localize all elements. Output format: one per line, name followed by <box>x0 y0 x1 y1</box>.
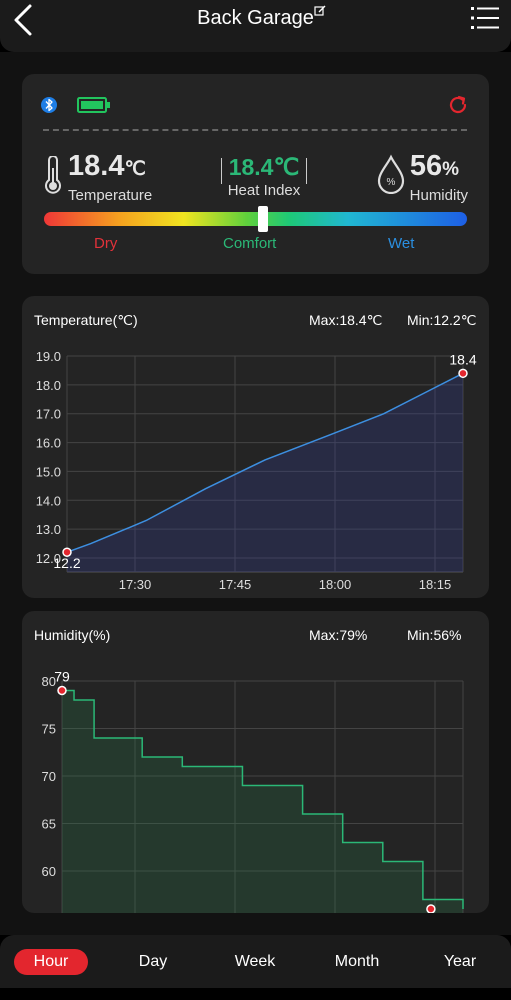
page-title: Back Garage <box>197 7 314 29</box>
tab-month[interactable]: Month <box>334 953 380 970</box>
thermometer-icon <box>45 156 61 194</box>
data-point-marker <box>62 547 72 557</box>
y-tick-label: 19.0 <box>36 349 61 364</box>
y-tick-label: 55 <box>42 912 56 914</box>
humidity-drop-icon: % <box>377 154 405 194</box>
page-title-container: Back Garage <box>0 5 511 30</box>
comfort-label: Comfort <box>223 235 277 252</box>
dry-label: Dry <box>94 235 118 252</box>
x-tick-label: 18:15 <box>419 577 452 592</box>
main-content: 18.4℃ Temperature 18.4℃ Heat Index % 56%… <box>0 52 511 935</box>
humidity-label: Humidity <box>409 187 468 204</box>
status-card: 18.4℃ Temperature 18.4℃ Heat Index % 56%… <box>22 74 489 274</box>
data-point-marker <box>426 904 436 913</box>
humidity-number: 56 <box>409 150 443 182</box>
series-line <box>62 689 464 909</box>
series-line <box>66 372 464 553</box>
temperature-number: 18.4 <box>68 150 125 182</box>
data-point-marker <box>57 685 67 696</box>
heat-index-bracket-right <box>306 158 307 184</box>
svg-text:%: % <box>387 177 396 188</box>
divider <box>43 129 467 131</box>
temperature-unit: ℃ <box>124 159 146 180</box>
header-bar: Back Garage <box>0 0 511 52</box>
bottom-strip <box>0 988 511 1000</box>
data-label: 79 <box>54 669 70 685</box>
humidity-chart-title: Humidity(%) <box>34 627 111 643</box>
tab-hour[interactable]: Hour <box>14 949 88 975</box>
refresh-icon[interactable] <box>447 94 469 116</box>
edit-icon[interactable] <box>314 5 326 17</box>
temperature-value: 18.4℃ <box>68 150 146 183</box>
data-point-marker <box>458 368 468 379</box>
tab-year[interactable]: Year <box>443 953 477 970</box>
temperature-label: Temperature <box>68 187 153 204</box>
temperature-min: Min:12.2℃ <box>407 312 477 328</box>
y-tick-label: 18.0 <box>36 378 61 393</box>
data-label: 56 <box>423 912 439 913</box>
y-tick-label: 17.0 <box>36 407 61 422</box>
menu-list-icon[interactable] <box>471 5 499 31</box>
x-tick-label: 18:00 <box>319 577 352 592</box>
heat-index-value: 18.4℃ <box>228 154 300 180</box>
period-tab-bar: Hour Day Week Month Year <box>0 935 511 988</box>
y-tick-label: 70 <box>42 769 56 784</box>
series-area <box>67 373 463 572</box>
battery-icon <box>77 97 110 113</box>
data-label: 18.4 <box>449 351 476 367</box>
y-tick-label: 14.0 <box>36 493 61 508</box>
comfort-gradient-bar <box>44 212 467 226</box>
y-tick-label: 13.0 <box>36 522 61 537</box>
heat-index-bracket-left <box>221 158 222 184</box>
temperature-chart: 12.0 13.0 14.0 15.0 16.0 17.0 18.0 19.0 17:30 17:… <box>36 349 477 592</box>
humidity-max: Max:79% <box>309 627 368 643</box>
y-tick-label: 15.0 <box>36 464 61 479</box>
humidity-value: 56% <box>410 150 459 183</box>
x-tick-label: 17:45 <box>219 577 252 592</box>
wet-label: Wet <box>388 235 415 252</box>
tab-day[interactable]: Day <box>138 953 168 970</box>
y-tick-label: 60 <box>42 864 56 879</box>
y-tick-label: 75 <box>42 722 56 737</box>
humidity-min: Min:56% <box>407 627 462 643</box>
back-arrow-icon[interactable] <box>8 2 42 38</box>
temperature-chart-card: 12.0 13.0 14.0 15.0 16.0 17.0 18.0 19.0 17:30 17:… <box>22 296 489 598</box>
comfort-indicator <box>258 206 268 232</box>
temperature-chart-title: Temperature(℃) <box>34 312 138 328</box>
y-tick-label: 16.0 <box>36 436 61 451</box>
y-tick-label: 12.0 <box>36 551 61 566</box>
y-tick-label: 65 <box>42 817 56 832</box>
data-label: 12.2 <box>53 555 80 571</box>
tab-week[interactable]: Week <box>234 953 276 970</box>
heat-index-label: Heat Index <box>227 182 301 199</box>
humidity-unit: % <box>442 159 459 180</box>
x-tick-label: 17:30 <box>119 577 152 592</box>
temperature-max: Max:18.4℃ <box>309 312 383 328</box>
bluetooth-icon <box>41 97 57 113</box>
series-area <box>62 690 463 913</box>
y-tick-label: 80 <box>42 674 56 689</box>
